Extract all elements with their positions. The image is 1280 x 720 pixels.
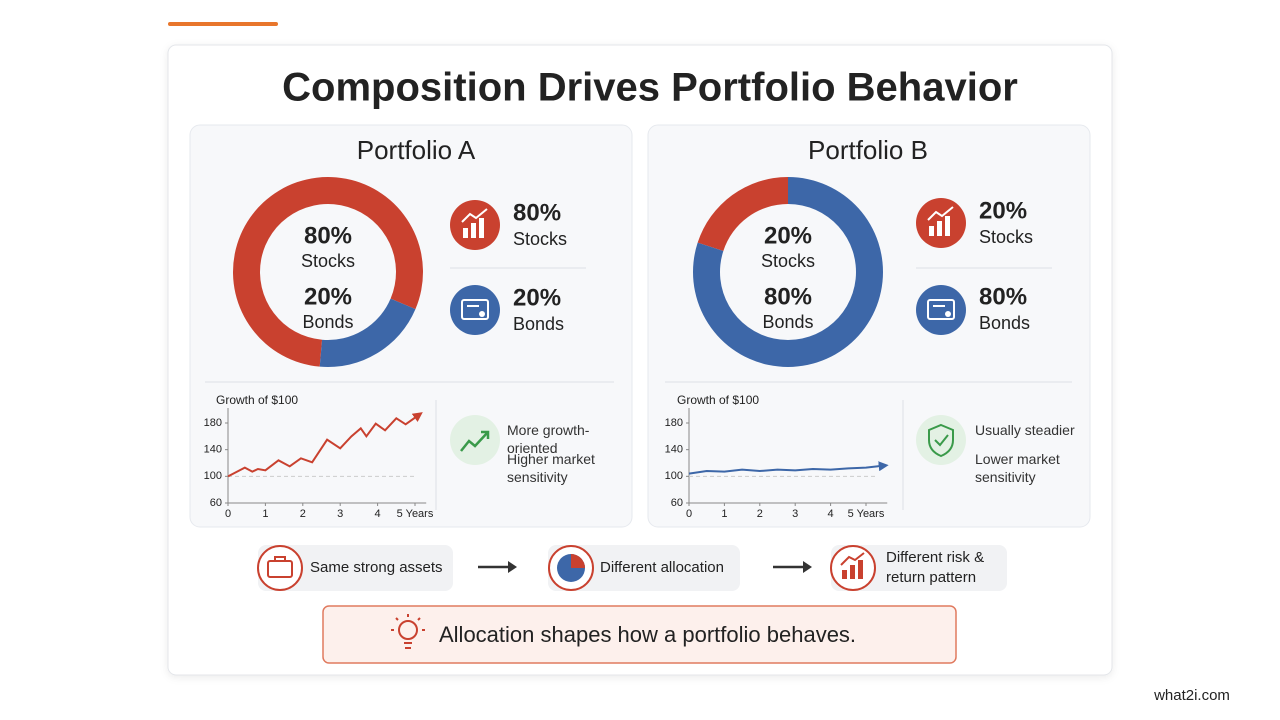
- note: Usually steadier: [975, 422, 1075, 438]
- x-tick-label: 3: [337, 508, 343, 520]
- x-tick-label: 4: [375, 508, 381, 520]
- chart-title: Growth of $100: [677, 393, 759, 407]
- series-line: [688, 461, 889, 475]
- x-tick-label: 4: [828, 508, 834, 520]
- note-box: Higher market sensitivity: [507, 451, 595, 485]
- x-tick-label: 0: [225, 508, 231, 520]
- note: Higher market sensitivity: [507, 451, 595, 485]
- legend-value: 20%: [979, 197, 1027, 224]
- center-label: Stocks: [761, 251, 815, 271]
- y-tick-label: 140: [665, 444, 683, 456]
- flow-step: Different risk & return pattern: [886, 549, 985, 586]
- x-tick-label: 0: [686, 508, 692, 520]
- center-value: 20%: [764, 222, 812, 249]
- x-tick-label: 5 Years: [848, 508, 885, 520]
- center-label: Bonds: [762, 312, 813, 332]
- legend-label: Stocks: [513, 229, 567, 249]
- chart-title: Growth of $100: [216, 393, 298, 407]
- briefcase-icon: [257, 545, 303, 591]
- y-tick-label: 100: [665, 470, 683, 482]
- flow-step-box: Different allocation: [600, 559, 724, 576]
- flow-pill: [258, 545, 453, 591]
- y-tick-label: 60: [210, 497, 222, 509]
- bonds-icon: [450, 285, 966, 335]
- x-tick-label: 1: [721, 508, 727, 520]
- legend-value: 20%: [513, 284, 561, 311]
- y-tick-label: 180: [665, 417, 683, 429]
- note-box: Lower market sensitivity: [975, 451, 1060, 485]
- x-tick-label: 5 Years: [397, 508, 434, 520]
- flow-step: Different allocation: [600, 559, 724, 576]
- legend-label: Bonds: [979, 313, 1030, 333]
- flow-step-box: Different risk & return pattern: [886, 549, 985, 586]
- center-label: Stocks: [301, 251, 355, 271]
- center-label: Bonds: [302, 312, 353, 332]
- takeaway-text: Allocation shapes how a portfolio behave…: [439, 622, 856, 647]
- accent-bar: [168, 22, 278, 26]
- note: More growth-oriented: [507, 422, 590, 456]
- flow-arrow: [478, 561, 812, 573]
- flow-pill: [548, 545, 740, 591]
- flow-pill: [831, 545, 1007, 591]
- note: Lower market sensitivity: [975, 451, 1060, 485]
- note-box: More growth-oriented: [507, 422, 590, 456]
- growth-icon: [450, 415, 500, 465]
- x-tick-label: 1: [262, 508, 268, 520]
- stocks-icon: [450, 198, 966, 250]
- series-line: [227, 412, 423, 478]
- x-tick-label: 2: [300, 508, 306, 520]
- takeaway-box: [322, 605, 957, 664]
- legend-value: 80%: [979, 283, 1027, 310]
- legend-label: Bonds: [513, 314, 564, 334]
- donut-segment: [697, 177, 788, 251]
- y-tick-label: 140: [204, 444, 222, 456]
- center-value: 80%: [764, 283, 812, 310]
- watermark: what2i.com: [1153, 687, 1230, 704]
- x-tick-label: 3: [792, 508, 798, 520]
- shield-icon: [916, 415, 966, 465]
- allocation-icon: [548, 545, 594, 591]
- chart-icon: [830, 545, 876, 591]
- donut-segment: [319, 298, 416, 367]
- y-tick-label: 60: [671, 497, 683, 509]
- center-value: 80%: [304, 222, 352, 249]
- flow-step: Same strong assets: [310, 559, 443, 576]
- flow-step-box: Same strong assets: [310, 559, 443, 576]
- x-tick-label: 2: [757, 508, 763, 520]
- y-tick-label: 180: [204, 417, 222, 429]
- bulb-icon: [391, 614, 425, 649]
- legend-value: 80%: [513, 199, 561, 226]
- panel-title: Portfolio B: [808, 135, 928, 165]
- y-tick-label: 100: [204, 470, 222, 482]
- panel: [189, 124, 633, 528]
- center-value: 20%: [304, 283, 352, 310]
- note-box: Usually steadier: [975, 422, 1075, 438]
- legend-label: Stocks: [979, 227, 1033, 247]
- slide-title: Composition Drives Portfolio Behavior: [282, 66, 1018, 110]
- panel: [647, 124, 1091, 528]
- panel-title: Portfolio A: [357, 135, 476, 165]
